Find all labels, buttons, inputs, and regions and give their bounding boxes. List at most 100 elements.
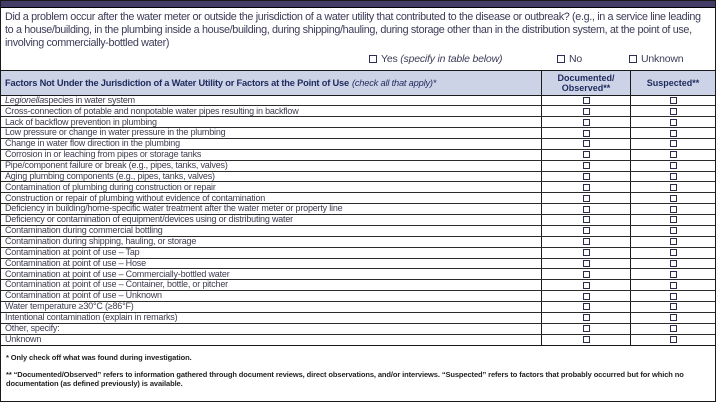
table-row: Contamination at point of use – Tap bbox=[1, 247, 715, 259]
suspected-checkbox[interactable] bbox=[669, 303, 677, 311]
column-header-factors: Factors Not Under the Jurisdiction of a … bbox=[1, 71, 541, 95]
factor-label: Contamination at point of use – Hose bbox=[5, 258, 146, 268]
suspected-checkbox[interactable] bbox=[669, 118, 677, 126]
factor-label: Contamination at point of use – Tap bbox=[5, 247, 140, 257]
option-label: Yes bbox=[381, 52, 398, 65]
documented-checkbox[interactable] bbox=[582, 270, 590, 278]
documented-checkbox[interactable] bbox=[582, 227, 590, 235]
table-row: Pipe/component failure or break (e.g., p… bbox=[1, 160, 715, 172]
documented-cell bbox=[541, 236, 630, 247]
suspected-cell bbox=[630, 204, 715, 215]
option-note: (specify in table below) bbox=[397, 52, 503, 65]
documented-cell bbox=[541, 171, 630, 182]
suspected-checkbox[interactable] bbox=[669, 107, 677, 115]
table-header-row: Factors Not Under the Jurisdiction of a … bbox=[1, 70, 715, 96]
documented-checkbox[interactable] bbox=[582, 292, 590, 300]
documented-checkbox[interactable] bbox=[582, 216, 590, 224]
unknown-checkbox[interactable] bbox=[629, 54, 637, 63]
option-label: No bbox=[569, 52, 583, 65]
table-row: Construction or repair of plumbing witho… bbox=[1, 193, 715, 205]
table-row: Legionella species in water system bbox=[1, 95, 715, 107]
suspected-checkbox[interactable] bbox=[669, 249, 677, 257]
table-row: Aging plumbing components (e.g., pipes, … bbox=[1, 171, 715, 183]
factor-label: Construction or repair of plumbing witho… bbox=[5, 193, 266, 203]
documented-checkbox[interactable] bbox=[582, 281, 590, 289]
documented-checkbox[interactable] bbox=[582, 249, 590, 257]
factor-label: Low pressure or change in water pressure… bbox=[5, 128, 226, 138]
documented-cell bbox=[541, 106, 630, 117]
suspected-checkbox[interactable] bbox=[669, 129, 677, 137]
no-checkbox[interactable] bbox=[557, 54, 565, 63]
suspected-checkbox[interactable] bbox=[669, 151, 677, 159]
factor-label: Other, specify: bbox=[5, 323, 60, 333]
factor-label: Contamination during shipping, hauling, … bbox=[5, 236, 197, 246]
documented-cell bbox=[541, 204, 630, 215]
documented-checkbox[interactable] bbox=[582, 314, 590, 322]
documented-cell bbox=[541, 182, 630, 193]
suspected-checkbox[interactable] bbox=[669, 183, 677, 191]
documented-cell bbox=[541, 334, 630, 346]
suspected-checkbox[interactable] bbox=[669, 140, 677, 148]
table-row: Intentional contamination (explain in re… bbox=[1, 312, 715, 324]
documented-cell bbox=[541, 95, 630, 106]
documented-checkbox[interactable] bbox=[582, 151, 590, 159]
documented-cell bbox=[541, 139, 630, 149]
documented-checkbox[interactable] bbox=[582, 97, 590, 105]
documented-checkbox[interactable] bbox=[582, 194, 590, 202]
documented-checkbox[interactable] bbox=[582, 336, 590, 344]
suspected-checkbox[interactable] bbox=[669, 292, 677, 300]
suspected-checkbox[interactable] bbox=[669, 162, 677, 170]
suspected-checkbox[interactable] bbox=[669, 97, 677, 105]
documented-cell bbox=[541, 215, 630, 225]
suspected-cell bbox=[630, 323, 715, 334]
suspected-checkbox[interactable] bbox=[669, 325, 677, 333]
suspected-checkbox[interactable] bbox=[669, 205, 677, 213]
documented-cell bbox=[541, 193, 630, 204]
suspected-checkbox[interactable] bbox=[669, 173, 677, 181]
suspected-checkbox[interactable] bbox=[669, 270, 677, 278]
documented-checkbox[interactable] bbox=[582, 140, 590, 148]
documented-checkbox[interactable] bbox=[582, 183, 590, 191]
documented-checkbox[interactable] bbox=[582, 173, 590, 181]
documented-checkbox[interactable] bbox=[582, 162, 590, 170]
documented-checkbox[interactable] bbox=[582, 303, 590, 311]
suspected-checkbox[interactable] bbox=[669, 216, 677, 224]
suspected-checkbox[interactable] bbox=[669, 314, 677, 322]
documented-cell bbox=[541, 280, 630, 291]
documented-cell bbox=[541, 258, 630, 269]
table-row: Cross-connection of potable and nonpotab… bbox=[1, 106, 715, 118]
suspected-checkbox[interactable] bbox=[669, 227, 677, 235]
option-label: Unknown bbox=[641, 52, 684, 65]
documented-checkbox[interactable] bbox=[582, 118, 590, 126]
factor-label: Contamination of plumbing during constru… bbox=[5, 182, 216, 192]
suspected-checkbox[interactable] bbox=[669, 281, 677, 289]
suspected-checkbox[interactable] bbox=[669, 259, 677, 267]
documented-cell bbox=[541, 128, 630, 139]
documented-cell bbox=[541, 225, 630, 236]
option-unknown: Unknown bbox=[629, 52, 684, 65]
footnote-1: * Only check off what was found during i… bbox=[6, 353, 192, 363]
suspected-checkbox[interactable] bbox=[669, 238, 677, 246]
documented-cell bbox=[541, 291, 630, 301]
documented-checkbox[interactable] bbox=[582, 238, 590, 246]
table-body: Legionella species in water system Cross-… bbox=[1, 95, 715, 346]
suspected-checkbox[interactable] bbox=[669, 336, 677, 344]
documented-checkbox[interactable] bbox=[582, 259, 590, 267]
documented-checkbox[interactable] bbox=[582, 205, 590, 213]
factor-label: Contamination at point of use – Containe… bbox=[5, 280, 228, 290]
table-row: Lack of backflow prevention in plumbing bbox=[1, 117, 715, 129]
documented-cell bbox=[541, 269, 630, 280]
suspected-cell bbox=[630, 269, 715, 280]
suspected-checkbox[interactable] bbox=[669, 194, 677, 202]
factor-label: Contamination during commercial bottling bbox=[5, 225, 163, 236]
factor-label: Cross-connection of potable and nonpotab… bbox=[5, 106, 299, 116]
table-row: Contamination at point of use – Unknown bbox=[1, 291, 715, 302]
suspected-cell bbox=[630, 149, 715, 160]
table-row: Water temperature ≥30°C (≥86°F) bbox=[1, 301, 715, 313]
yes-checkbox[interactable] bbox=[369, 54, 377, 63]
suspected-cell bbox=[630, 225, 715, 236]
documented-checkbox[interactable] bbox=[582, 325, 590, 333]
documented-checkbox[interactable] bbox=[582, 107, 590, 115]
documented-checkbox[interactable] bbox=[582, 129, 590, 137]
suspected-cell bbox=[630, 160, 715, 171]
